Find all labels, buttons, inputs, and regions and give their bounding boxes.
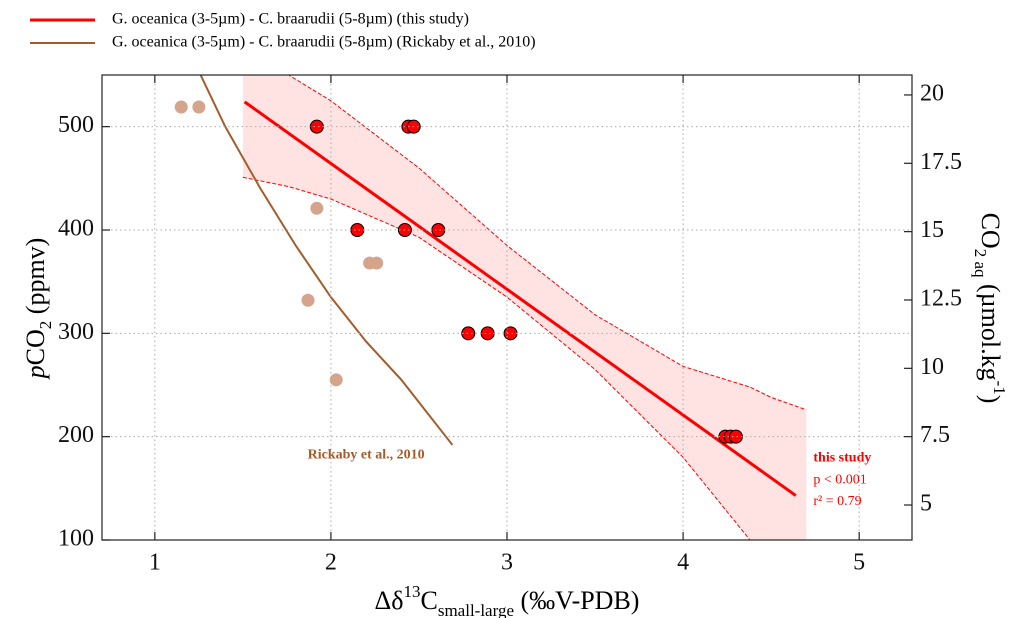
y-tick-label: 100 <box>58 526 94 552</box>
band-edge <box>242 176 751 540</box>
y2-axis-label-part: -1 <box>990 381 1009 395</box>
y2-axis-label-part: ) <box>976 395 1005 404</box>
x-tick-label: 2 <box>325 550 337 576</box>
y2-axis-label-part: 2 aq <box>971 249 990 278</box>
data-point <box>503 326 518 341</box>
y-axis-label-part: 2 <box>36 321 55 330</box>
y2-axis-label-part: CO <box>976 213 1005 249</box>
x-tick-label: 5 <box>853 550 865 576</box>
data-point <box>480 326 495 341</box>
annotation: r² = 0.79 <box>813 494 861 509</box>
y2-axis-label-part: (µmol.kg <box>976 277 1005 380</box>
data-point <box>728 429 743 444</box>
confidence-band <box>242 75 807 540</box>
data-point <box>329 373 343 387</box>
y2-axis-label: CO2 aq (µmol.kg-1) <box>971 213 1009 404</box>
annotation: this study <box>813 451 871 466</box>
x-axis-label-part: small-large <box>438 601 514 618</box>
y-axis-label-part: p <box>21 365 50 380</box>
x-axis-label: Δδ13Csmall-large (‰V-PDB) <box>375 582 640 618</box>
annotation: Rickaby et al., 2010 <box>308 447 425 462</box>
y-tick-label: 500 <box>58 112 94 138</box>
data-point <box>431 223 446 237</box>
y2-tick-label: 10 <box>920 354 944 380</box>
data-point <box>174 100 188 114</box>
data-point <box>310 201 324 215</box>
data-point <box>350 223 365 237</box>
data-point <box>309 119 324 134</box>
data-point <box>370 256 384 270</box>
data-point <box>461 326 476 341</box>
y-axis-label: pCO2 (ppmv) <box>21 238 55 381</box>
annotation: p < 0.001 <box>813 472 866 487</box>
x-tick-label: 4 <box>677 550 689 576</box>
y-axis-label-part: CO <box>21 329 50 365</box>
y2-tick-label: 5 <box>920 491 932 517</box>
x-axis-label-part: Δδ <box>375 586 404 615</box>
data-point <box>301 293 315 307</box>
x-axis-label-part: C <box>421 586 438 615</box>
x-axis-label-part: (‰V-PDB) <box>514 586 639 615</box>
legend-label: G. oceanica (3-5µm) - C. braarudii (5-8µ… <box>112 34 536 51</box>
x-tick-label: 3 <box>501 550 513 576</box>
y-tick-label: 200 <box>58 422 94 448</box>
y-axis-label-part: (ppmv) <box>21 238 50 321</box>
y-tick-label: 300 <box>58 319 94 345</box>
data-point <box>192 100 206 114</box>
y-tick-label: 400 <box>58 216 94 242</box>
y2-tick-label: 15 <box>920 217 944 243</box>
y2-tick-label: 20 <box>920 80 944 106</box>
plot-area <box>174 75 807 540</box>
x-axis-label-part: 13 <box>404 582 421 601</box>
series-line <box>199 75 454 446</box>
y2-tick-label: 12.5 <box>920 285 962 311</box>
x-tick-label: 1 <box>149 550 161 576</box>
y2-tick-label: 17.5 <box>920 149 962 175</box>
plot-frame <box>101 74 913 541</box>
band-edge <box>287 75 807 411</box>
series-line <box>243 100 797 497</box>
y2-tick-label: 7.5 <box>920 422 950 448</box>
legend-label: G. oceanica (3-5µm) - C. braarudii (5-8µ… <box>112 11 469 28</box>
